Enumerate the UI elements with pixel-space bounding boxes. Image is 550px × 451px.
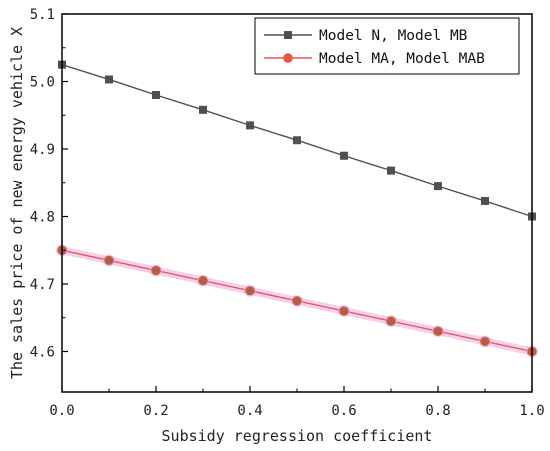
x-tick-label: 0.4: [237, 403, 262, 419]
y-axis-title: The sales price of new energy vehicle X: [8, 27, 26, 379]
series-1: [58, 60, 536, 221]
data-point-circle: [292, 296, 302, 306]
axis-ticks: 0.0 0.2 0.4 0.6 0.8 1.0 4.6 4.7 4.8 4.9 5.0 5.1: [30, 7, 545, 419]
legend-entry: Model MA, Model MAB: [264, 51, 485, 67]
x-tick-label: 0.6: [331, 403, 356, 419]
y-tick-label: 5.1: [30, 7, 55, 23]
x-tick-label: 0.8: [425, 403, 450, 419]
y-tick-label: 4.8: [30, 210, 55, 226]
x-tick-label: 1.0: [519, 403, 544, 419]
data-point-square: [293, 136, 301, 145]
series-2: [56, 244, 538, 358]
data-point-square: [199, 105, 207, 114]
legend-marker-circle: [283, 53, 293, 63]
legend-marker-square: [284, 31, 292, 39]
legend-label: Model N, Model MB: [319, 28, 468, 44]
data-point-square: [152, 91, 160, 99]
data-point-circle: [339, 306, 349, 316]
data-point-square: [105, 75, 113, 84]
legend-label: Model MA, Model MAB: [319, 51, 485, 67]
legend: Model N, Model MB Model MA, Model MAB: [254, 17, 520, 75]
data-point-square: [340, 151, 348, 160]
data-point-square: [481, 196, 489, 205]
data-point-circle: [480, 336, 490, 347]
y-tick-label: 4.9: [30, 142, 55, 158]
x-axis-title: Subsidy regression coefficient: [162, 427, 433, 445]
legend-entry: Model N, Model MB: [264, 28, 468, 44]
data-layer: [56, 60, 538, 358]
data-point-circle: [245, 285, 255, 296]
data-point-square: [434, 182, 442, 191]
data-point-circle: [151, 265, 161, 276]
data-point-square: [387, 166, 395, 175]
y-tick-label: 4.7: [30, 277, 55, 293]
legend-box: [254, 17, 520, 75]
x-tick-label: 0.0: [49, 403, 74, 419]
data-point-circle: [198, 275, 208, 286]
legend-entries: Model N, Model MB Model MA, Model MAB: [264, 28, 485, 67]
y-tick-label: 5.0: [30, 75, 55, 91]
data-point-circle: [433, 326, 443, 337]
data-point-square: [246, 121, 254, 130]
data-point-circle: [104, 255, 114, 266]
y-tick-label: 4.6: [30, 345, 55, 361]
data-point-circle: [386, 316, 396, 326]
x-tick-label: 0.2: [143, 403, 168, 419]
